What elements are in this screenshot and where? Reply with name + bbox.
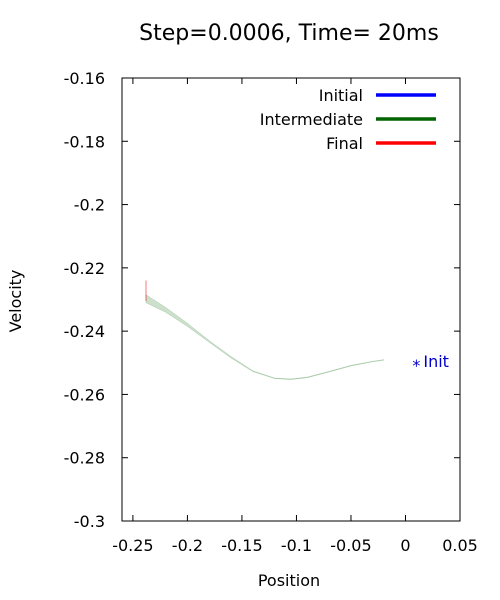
y-tick-label: -0.28	[64, 449, 105, 468]
x-tick-label: -0.05	[330, 536, 371, 555]
y-tick-label: -0.18	[64, 132, 105, 151]
intermediate-band	[146, 295, 384, 380]
x-tick-label: 0.05	[442, 536, 478, 555]
legend-label: Final	[326, 134, 363, 153]
x-axis-label: Position	[258, 571, 320, 590]
x-tick-label: -0.15	[221, 536, 262, 555]
init-label: Init	[423, 352, 449, 371]
y-axis-label: Velocity	[6, 270, 25, 333]
x-tick-label: -0.25	[112, 536, 153, 555]
y-tick-label: -0.16	[64, 69, 105, 88]
x-tick-label: -0.2	[172, 536, 203, 555]
data-layer: * Init	[146, 281, 449, 380]
y-tick-label: -0.24	[64, 322, 105, 341]
y-tick-label: -0.22	[64, 259, 105, 278]
x-tick-label: 0	[400, 536, 410, 555]
y-tick-label: -0.26	[64, 385, 105, 404]
y-ticks: -0.3 -0.28 -0.26 -0.24 -0.22 -0.2 -0.18 -0.16	[64, 69, 460, 531]
init-marker: *	[412, 356, 420, 375]
x-ticks: -0.25 -0.2 -0.15 -0.1 -0.05 0 0.05	[112, 78, 478, 555]
chart-title: Step=0.0006, Time= 20ms	[139, 21, 439, 46]
legend-label: Intermediate	[260, 110, 363, 129]
legend: Initial Intermediate Final	[260, 86, 436, 153]
y-tick-label: -0.2	[74, 196, 105, 215]
y-tick-label: -0.3	[74, 512, 105, 531]
legend-label: Initial	[319, 86, 363, 105]
x-tick-label: -0.1	[281, 536, 312, 555]
